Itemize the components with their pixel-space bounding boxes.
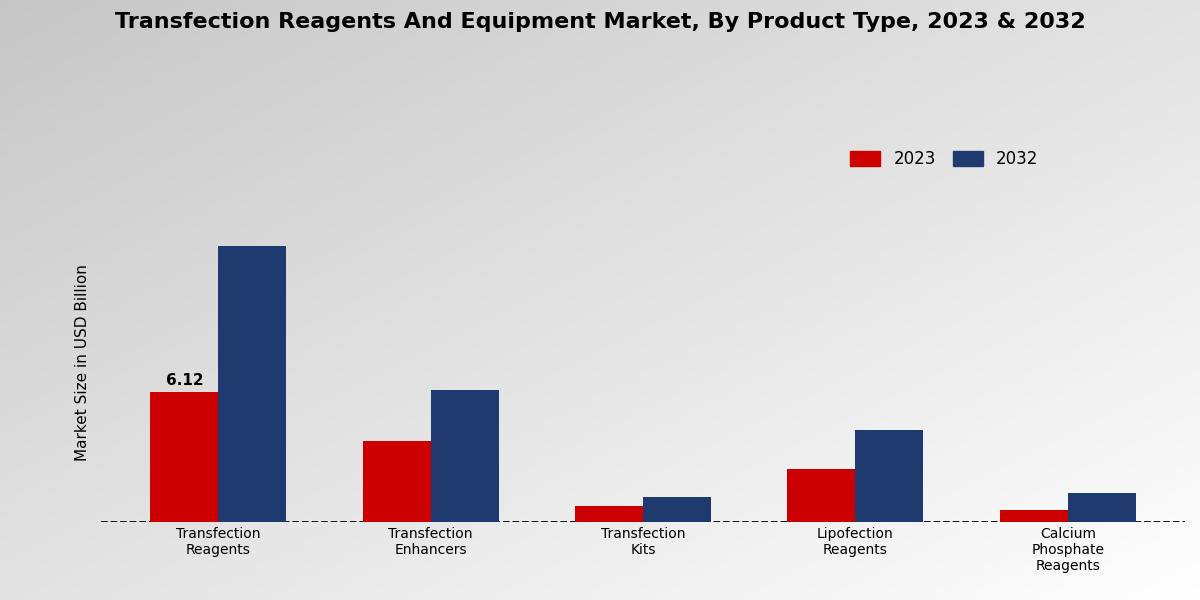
Text: Transfection Reagents And Equipment Market, By Product Type, 2023 & 2032: Transfection Reagents And Equipment Mark…	[115, 12, 1085, 32]
Bar	[218, 246, 287, 522]
Bar	[1000, 510, 1068, 522]
Bar	[1068, 493, 1135, 522]
Bar	[150, 392, 218, 522]
Bar	[575, 506, 643, 522]
Bar	[856, 430, 923, 522]
Bar	[643, 497, 712, 522]
Text: 6.12: 6.12	[166, 373, 203, 388]
Legend: 2023, 2032: 2023, 2032	[842, 142, 1046, 176]
Bar	[362, 441, 431, 522]
Bar	[431, 390, 499, 522]
Bar	[787, 469, 856, 522]
Y-axis label: Market Size in USD Billion: Market Size in USD Billion	[74, 264, 90, 461]
